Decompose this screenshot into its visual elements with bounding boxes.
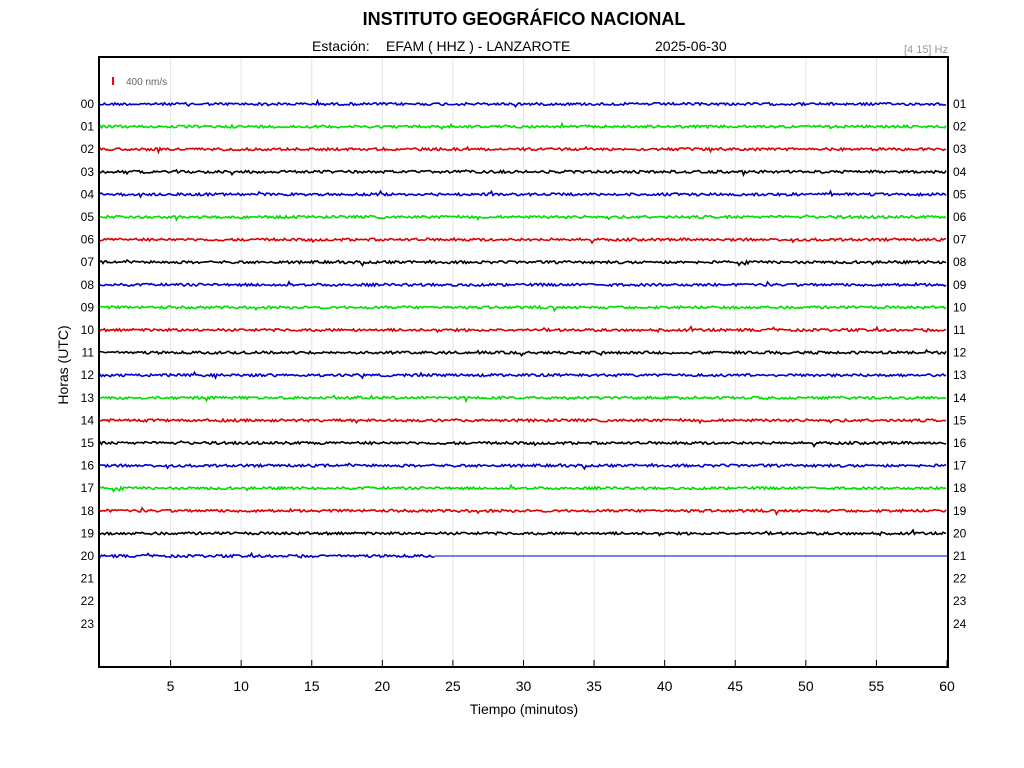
seismic-trace-15 — [99, 439, 947, 448]
right-hour-label: 16 — [953, 436, 967, 450]
left-hour-label: 23 — [81, 617, 95, 631]
seismic-trace-04 — [99, 189, 947, 199]
seismic-trace-02 — [99, 145, 947, 155]
left-hour-labels: 00 01 02 03 04 05 06 07 08 09 10 11 12 13 14 15 16 17 18 19… — [81, 97, 95, 631]
scale-bar-icon — [112, 77, 114, 85]
seismic-trace-10 — [99, 324, 947, 334]
seismic-trace-07 — [99, 258, 947, 267]
x-tick-label: 35 — [586, 678, 602, 694]
right-hour-label: 19 — [953, 504, 967, 518]
seismic-trace-03 — [99, 168, 947, 178]
seismic-trace-13 — [99, 394, 947, 404]
left-hour-label: 17 — [81, 481, 95, 495]
right-hour-label: 06 — [953, 210, 967, 224]
seismic-trace-18 — [99, 506, 947, 516]
right-hour-label: 13 — [953, 368, 967, 382]
chart-title: INSTITUTO GEOGRÁFICO NACIONAL — [363, 8, 686, 29]
right-hour-label: 22 — [953, 572, 967, 586]
left-hour-label: 04 — [81, 187, 95, 201]
right-hour-label: 17 — [953, 459, 967, 473]
left-hour-label: 09 — [81, 300, 95, 314]
right-hour-label: 10 — [953, 300, 967, 314]
left-hour-label: 19 — [81, 526, 95, 540]
left-hour-label: 10 — [81, 323, 95, 337]
left-hour-label: 11 — [82, 346, 95, 360]
seismic-trace-19 — [99, 528, 947, 537]
left-hour-label: 21 — [81, 572, 95, 586]
right-hour-label: 20 — [953, 526, 967, 540]
y-axis-label: Horas (UTC) — [55, 325, 71, 404]
right-hour-label: 14 — [953, 391, 967, 405]
left-hour-label: 18 — [81, 504, 95, 518]
right-hour-label: 03 — [953, 142, 967, 156]
right-hour-label: 02 — [953, 120, 967, 134]
seismic-trace-09 — [99, 304, 947, 313]
x-axis-label: Tiempo (minutos) — [470, 701, 578, 717]
right-hour-label: 12 — [953, 346, 967, 360]
seismic-trace-12 — [99, 370, 947, 381]
right-hour-label: 05 — [953, 187, 967, 201]
left-hour-label: 12 — [81, 368, 95, 382]
left-hour-label: 06 — [81, 233, 95, 247]
right-hour-label: 24 — [953, 617, 967, 631]
left-hour-label: 00 — [81, 97, 95, 111]
right-hour-label: 21 — [953, 549, 967, 563]
seismic-trace-14 — [99, 417, 947, 425]
x-axis-ticks: 5 10 15 20 25 30 35 40 45 50 55 60 — [167, 660, 955, 694]
left-hour-label: 05 — [81, 210, 95, 224]
right-hour-label: 08 — [953, 255, 967, 269]
left-hour-label: 16 — [81, 459, 95, 473]
x-tick-label: 25 — [445, 678, 461, 694]
seismic-trace-00 — [99, 98, 947, 108]
x-tick-label: 5 — [167, 678, 175, 694]
x-tick-label: 30 — [516, 678, 532, 694]
scale-label: 400 nm/s — [126, 77, 167, 88]
x-tick-label: 15 — [304, 678, 320, 694]
right-hour-label: 04 — [953, 165, 967, 179]
seismic-trace-05 — [99, 214, 947, 222]
seismic-trace-20 — [99, 551, 435, 560]
left-hour-label: 13 — [81, 391, 95, 405]
left-hour-label: 03 — [81, 165, 95, 179]
right-hour-labels: 01 02 03 04 05 06 07 08 09 10 11 12 13 14 15 16 17 18 19 20… — [953, 97, 967, 631]
left-hour-label: 22 — [81, 594, 95, 608]
x-tick-label: 50 — [798, 678, 814, 694]
seismic-trace-17 — [99, 483, 947, 493]
grid-lines — [170, 58, 877, 666]
seismic-trace-01 — [99, 121, 947, 131]
plot-frame — [98, 56, 949, 668]
left-hour-label: 20 — [81, 549, 95, 563]
left-hour-label: 14 — [81, 413, 95, 427]
x-tick-label: 45 — [727, 678, 743, 694]
x-tick-label: 40 — [657, 678, 673, 694]
record-date: 2025-06-30 — [655, 38, 727, 54]
left-hour-label: 07 — [81, 255, 95, 269]
left-hour-label: 01 — [81, 120, 95, 134]
right-hour-label: 23 — [953, 594, 967, 608]
filter-band: [4 15] Hz — [904, 44, 948, 56]
seismic-traces — [99, 98, 947, 560]
station-name: EFAM ( HHZ ) - LANZAROTE — [386, 38, 570, 54]
right-hour-label: 15 — [953, 413, 967, 427]
left-hour-label: 02 — [81, 142, 95, 156]
right-hour-label: 01 — [953, 97, 967, 111]
right-hour-label: 09 — [953, 278, 967, 292]
seismic-trace-08 — [99, 279, 947, 288]
left-hour-label: 08 — [81, 278, 95, 292]
seismic-trace-16 — [99, 462, 947, 471]
x-tick-label: 10 — [233, 678, 249, 694]
right-hour-label: 07 — [953, 233, 967, 247]
x-tick-label: 55 — [869, 678, 885, 694]
left-hour-label: 15 — [81, 436, 95, 450]
right-hour-label: 11 — [953, 323, 966, 337]
seismic-trace-06 — [99, 236, 947, 245]
x-tick-label: 20 — [375, 678, 391, 694]
right-hour-label: 18 — [953, 481, 967, 495]
seismic-trace-11 — [99, 348, 947, 358]
station-label: Estación: — [312, 38, 370, 54]
x-tick-label: 60 — [939, 678, 955, 694]
